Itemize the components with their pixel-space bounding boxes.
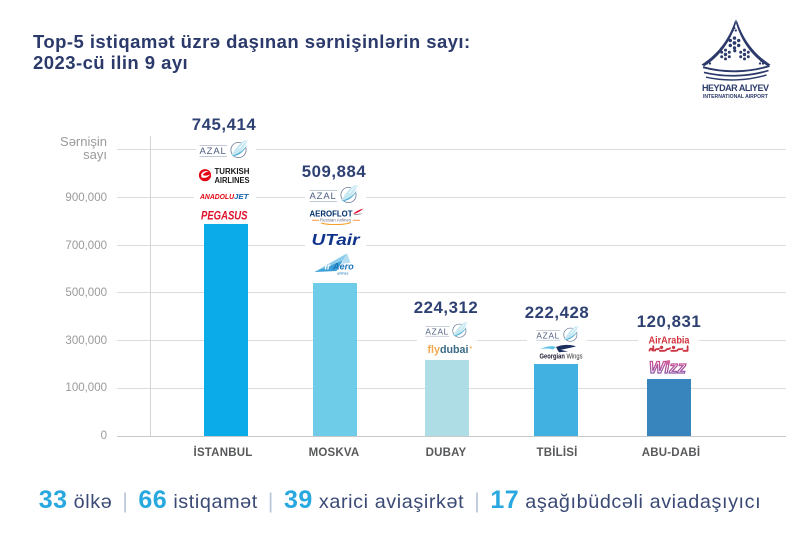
svg-text:ANADOLU: ANADOLU <box>199 192 234 201</box>
svg-text:flydubai: flydubai <box>428 344 469 356</box>
svg-text:Georgian Wings: Georgian Wings <box>540 353 583 360</box>
svg-text:AEROFLOT: AEROFLOT <box>310 209 354 219</box>
svg-text:airlines: airlines <box>337 272 349 276</box>
svg-text:UTair: UTair <box>312 232 361 248</box>
svg-text:JET: JET <box>234 192 250 201</box>
svg-text:TURKISH: TURKISH <box>215 167 250 176</box>
svg-text:AirArabia: AirArabia <box>649 336 690 347</box>
svg-text:Ir Aero: Ir Aero <box>325 262 355 272</box>
svg-text:HEYDAR ALIYEV: HEYDAR ALIYEV <box>702 83 769 93</box>
svg-text:PEGASUS: PEGASUS <box>201 208 248 222</box>
svg-text:Wizz: Wizz <box>649 359 687 377</box>
svg-text:Russian Airlines: Russian Airlines <box>320 218 352 223</box>
svg-text:INTERNATIONAL AIRPORT: INTERNATIONAL AIRPORT <box>703 94 769 100</box>
svg-text:AIRLINES: AIRLINES <box>215 176 250 185</box>
